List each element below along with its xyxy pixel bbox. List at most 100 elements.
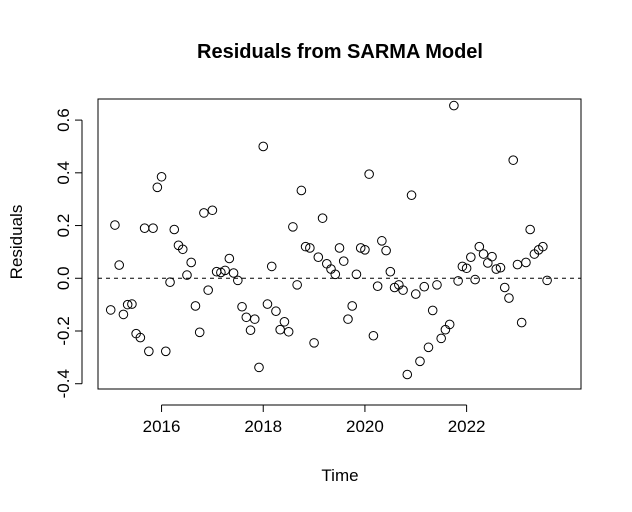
data-point xyxy=(122,299,133,310)
data-point xyxy=(499,282,510,293)
data-point xyxy=(516,317,527,328)
data-point xyxy=(152,182,163,193)
data-point xyxy=(317,213,328,223)
data-point xyxy=(436,333,446,344)
data-point xyxy=(296,185,307,196)
data-point xyxy=(538,241,548,252)
plot-frame xyxy=(97,98,582,390)
data-point xyxy=(410,289,421,299)
data-point xyxy=(521,257,531,268)
data-point xyxy=(114,260,125,270)
data-point xyxy=(186,257,196,268)
x-tick-label: 2020 xyxy=(346,417,384,436)
data-point xyxy=(415,356,425,367)
data-point xyxy=(224,253,235,264)
y-tick-label: 0.6 xyxy=(54,108,73,132)
data-point xyxy=(381,245,391,256)
data-point xyxy=(330,269,341,280)
data-point xyxy=(368,330,379,341)
data-point xyxy=(249,314,260,324)
x-axis-label: Time xyxy=(321,466,358,485)
y-axis: -0.4 -0.2 0.0 0.2 0.4 0.6 xyxy=(54,108,83,398)
data-point xyxy=(237,301,247,312)
data-point xyxy=(313,252,324,262)
data-point xyxy=(135,332,146,343)
data-point xyxy=(432,280,442,290)
data-point xyxy=(351,269,362,280)
data-point xyxy=(347,301,358,311)
data-point xyxy=(258,141,269,152)
data-point xyxy=(453,276,463,286)
data-point xyxy=(504,293,514,303)
data-point xyxy=(144,346,154,357)
data-point xyxy=(355,243,366,253)
data-point xyxy=(199,208,209,218)
data-point xyxy=(254,362,264,373)
data-point xyxy=(406,190,417,201)
data-point xyxy=(372,281,383,291)
data-point xyxy=(283,326,294,337)
data-point xyxy=(495,262,506,273)
y-tick-label: 0.0 xyxy=(54,266,73,290)
data-point xyxy=(165,277,175,288)
y-tick-label: 0.4 xyxy=(54,161,73,185)
data-point xyxy=(338,256,349,266)
data-point xyxy=(360,245,370,255)
data-point xyxy=(148,223,158,233)
data-point xyxy=(233,275,243,286)
data-point xyxy=(542,275,552,286)
data-point xyxy=(177,244,188,255)
data-point xyxy=(334,243,345,253)
data-point xyxy=(105,305,116,315)
data-point xyxy=(207,205,218,216)
data-point xyxy=(279,316,290,327)
data-point xyxy=(271,306,281,317)
data-point xyxy=(364,169,374,179)
data-point xyxy=(160,346,171,357)
data-point xyxy=(266,261,277,272)
data-point xyxy=(487,251,497,262)
data-point xyxy=(385,266,396,277)
data-point xyxy=(262,299,273,309)
data-point xyxy=(309,338,319,348)
data-point xyxy=(461,263,472,274)
data-point xyxy=(466,252,476,262)
data-point xyxy=(182,270,192,280)
data-point xyxy=(305,243,315,253)
x-tick-label: 2016 xyxy=(143,417,181,436)
data-point xyxy=(190,301,201,311)
data-point xyxy=(118,309,129,320)
data-point xyxy=(228,268,239,278)
data-point xyxy=(288,222,298,232)
data-point xyxy=(474,241,485,252)
data-point xyxy=(457,261,468,272)
data-point xyxy=(156,171,167,182)
data-point xyxy=(377,236,387,246)
data-point xyxy=(423,342,434,353)
data-point xyxy=(300,241,311,252)
x-axis: 2016 2018 2020 2022 xyxy=(143,404,486,436)
chart-title: Residuals from SARMA Model xyxy=(197,41,483,63)
data-point xyxy=(292,280,302,290)
data-point xyxy=(427,305,438,316)
data-point xyxy=(402,369,413,380)
data-point xyxy=(245,325,256,336)
y-tick-label: -0.4 xyxy=(54,369,73,398)
x-tick-label: 2018 xyxy=(244,417,282,436)
y-tick-label: 0.2 xyxy=(54,214,73,238)
data-point xyxy=(419,281,430,292)
data-point xyxy=(478,249,489,259)
data-point xyxy=(491,264,502,274)
data-point xyxy=(343,314,353,324)
points-layer xyxy=(105,100,552,380)
data-point xyxy=(525,224,535,235)
data-point xyxy=(449,100,459,111)
data-point xyxy=(220,265,230,276)
data-point xyxy=(444,319,455,330)
data-point xyxy=(194,327,205,338)
data-point xyxy=(110,220,120,230)
data-point xyxy=(508,155,519,165)
x-tick-label: 2022 xyxy=(448,417,486,436)
